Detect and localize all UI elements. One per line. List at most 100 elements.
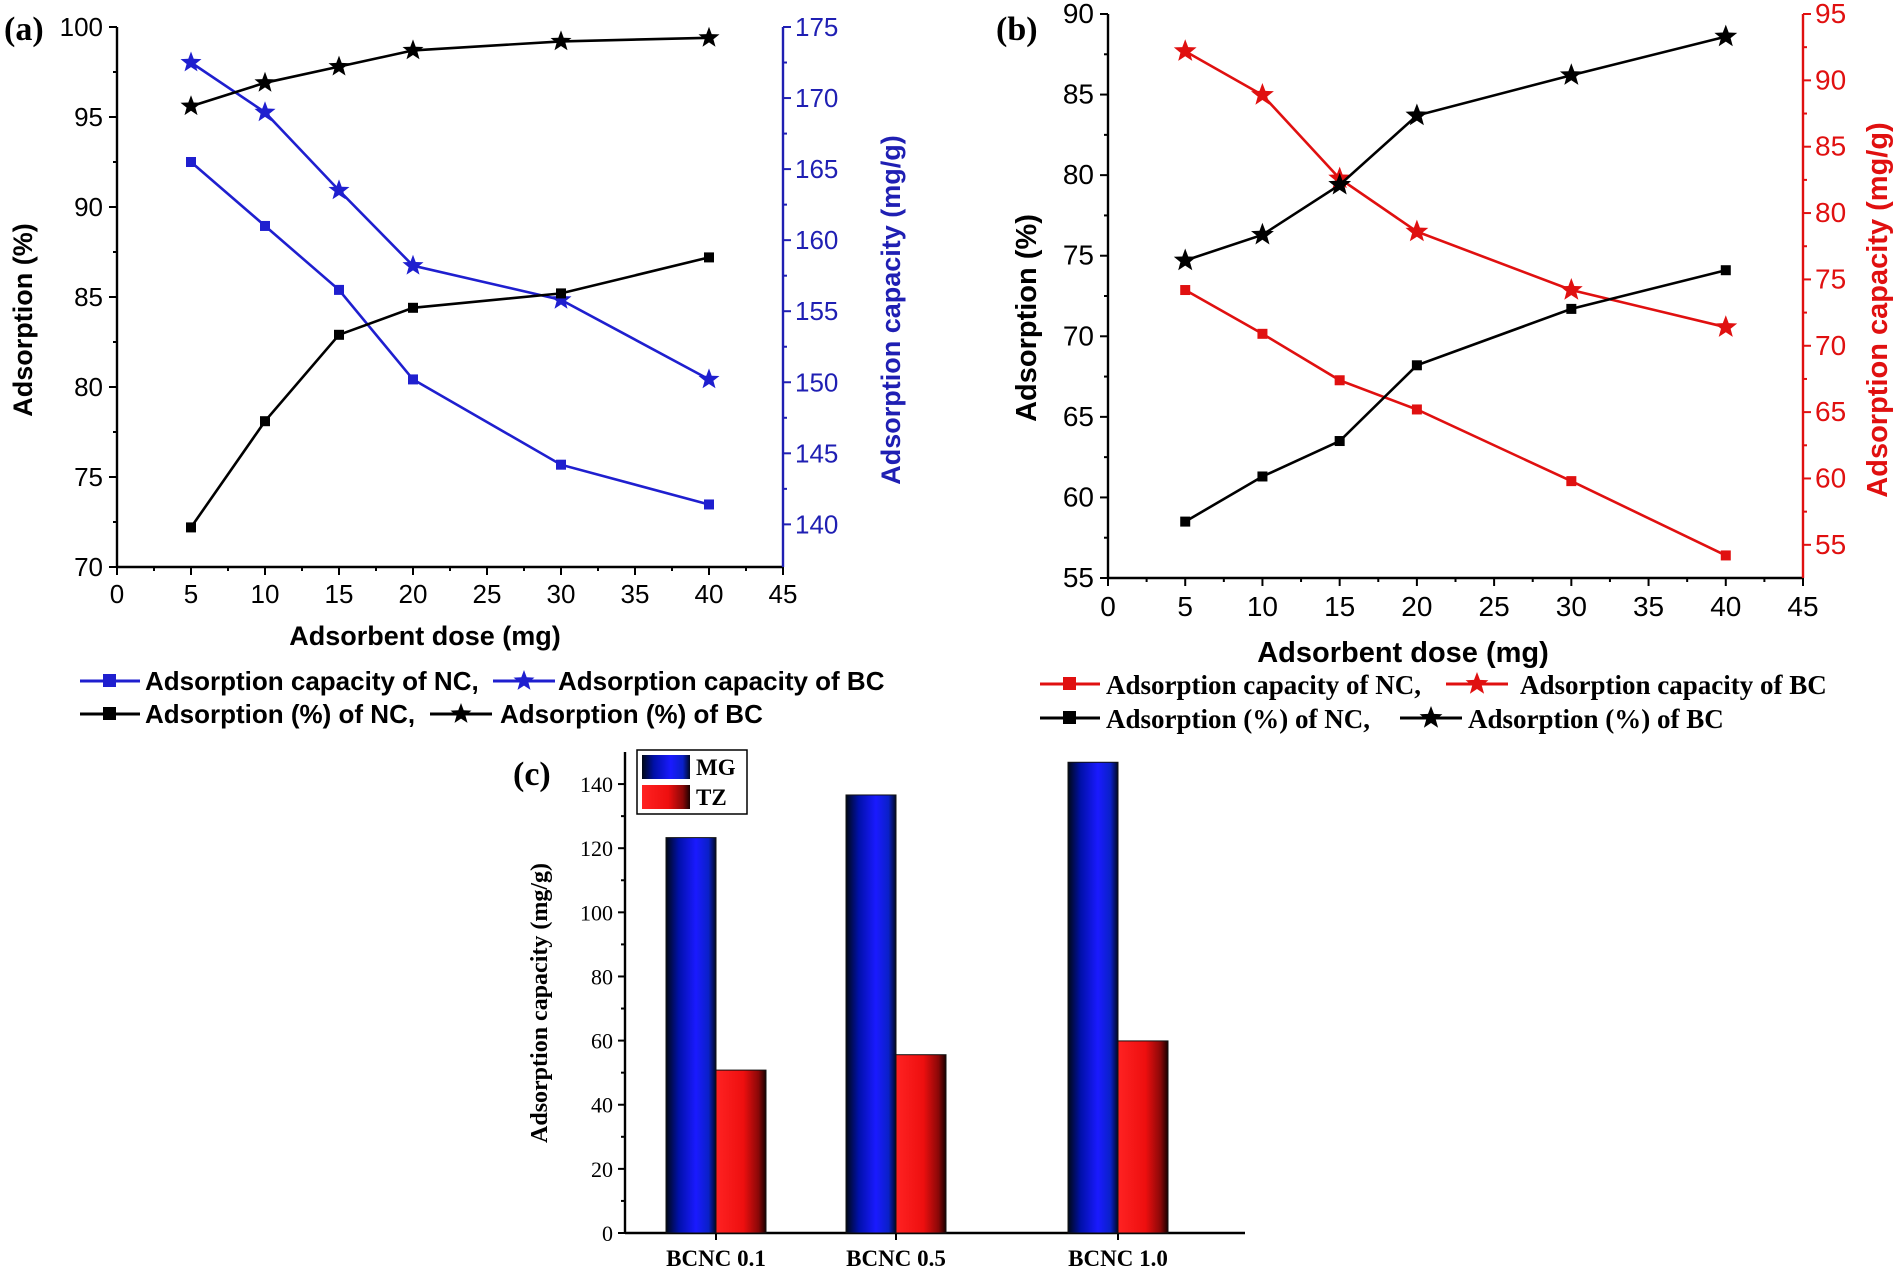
panel-b-x-tick-label: 30 <box>1556 591 1587 622</box>
panel-b-y-right-tick-label: 75 <box>1815 263 1846 294</box>
panel-c-legend-tz: TZ <box>696 785 727 810</box>
panel-c-y-tick-label: 40 <box>591 1093 613 1118</box>
panel-b-x-tick-label: 10 <box>1247 591 1278 622</box>
panel-c-category-label: BCNC 0.5 <box>846 1246 946 1271</box>
panel-b-y-right-tick-label: 80 <box>1815 197 1846 228</box>
panel-c-category-label: BCNC 0.1 <box>666 1246 766 1271</box>
panel-b-x-axis-label: Adsorbent dose (mg) <box>1257 637 1549 669</box>
panel-a-x-tick-label: 15 <box>325 579 354 609</box>
panel-b-y-left-tick-label: 75 <box>1063 240 1094 271</box>
panel-b-legend-nc-capacity: Adsorption capacity of NC, <box>1040 670 1421 700</box>
panel-a-series-2-point <box>556 288 566 299</box>
panel-b-x-tick-label: 0 <box>1100 591 1116 622</box>
panel-a-x-tick-label: 0 <box>110 579 124 609</box>
panel-c-y-tick-label: 140 <box>580 772 613 797</box>
svg-text:Adsorption (%) of NC,: Adsorption (%) of NC, <box>145 699 415 729</box>
panel-a-y-right-tick-label: 165 <box>795 154 838 184</box>
panel-a-y-right-tick-label: 140 <box>795 509 838 539</box>
panel-b-series <box>1173 24 1738 561</box>
panel-b-legend-nc-percent: Adsorption (%) of NC, <box>1040 704 1370 734</box>
panel-a-series-line-3 <box>190 36 710 108</box>
panel-b-y-left-tick-label: 85 <box>1063 79 1094 110</box>
panel-a-series-1-point <box>254 101 276 122</box>
panel-a-legend: Adsorption capacity of NC, Adsorption ca… <box>80 666 885 729</box>
panel-b-x-tick-label: 25 <box>1479 591 1510 622</box>
panel-a-x-tick-label: 25 <box>473 579 502 609</box>
panel-a-x-axis-label: Adsorbent dose (mg) <box>289 621 561 651</box>
panel-a-series-2-point <box>334 329 344 340</box>
panel-a-y-left-tick-label: 70 <box>74 552 103 582</box>
panel-a-y-right-tick-label: 150 <box>795 367 838 397</box>
panel-a-series-1-point <box>328 179 350 200</box>
panel-a-series-1-point <box>402 254 424 275</box>
panel-b-series-1-point <box>1559 278 1583 300</box>
panel-a-y-left-tick-label: 90 <box>74 192 103 222</box>
panel-b-x-tick-label: 5 <box>1177 591 1193 622</box>
panel-a-y-right-tick-label: 145 <box>795 438 838 468</box>
panel-b-series-3-point <box>1251 222 1274 245</box>
panel-b-series-1-point <box>1173 39 1197 61</box>
panel-b-y-right-tick-label: 70 <box>1815 330 1846 361</box>
panel-a-y-right-tick-label: 155 <box>795 296 838 326</box>
panel-b-legend-bc-capacity: Adsorption capacity of BC <box>1446 670 1827 700</box>
panel-b-y-axis-label-left: Adsorption (%) <box>1011 214 1043 422</box>
panel-a-series-2-point <box>260 416 270 427</box>
panel-a-series-0-point <box>556 459 566 470</box>
panel-b-x-tick-label: 20 <box>1401 591 1432 622</box>
panel-b-series-2-point <box>1411 360 1422 371</box>
panel-b-y-axis-label-right: Adsorption capacity (mg/g) <box>1862 122 1894 497</box>
panel-a-y-left-tick-label: 85 <box>74 282 103 312</box>
panel-a-series-0-point <box>704 499 714 510</box>
panel-c-bar-mg <box>845 794 897 1234</box>
panel-a-series-line-0 <box>190 161 710 506</box>
panel-b-x-tick-label: 35 <box>1633 591 1664 622</box>
panel-b-x-tick-label: 15 <box>1324 591 1355 622</box>
panel-b-series-3-point <box>1559 63 1583 85</box>
panel-a-axes: 0 5 10 15 20 25 30 35 40 45 70 75 80 85 90 95 100 140 145 1… <box>60 12 839 609</box>
panel-c-legend-swatch-mg <box>642 755 690 779</box>
panel-c-y-tick-label: 20 <box>591 1157 613 1182</box>
panel-a-series-3-point <box>698 26 720 47</box>
panel-b-series-2-point <box>1334 436 1345 447</box>
panel-b-series-3-point <box>1173 248 1197 271</box>
panel-a-x-tick-label: 35 <box>621 579 650 609</box>
panel-b-series-line-0 <box>1184 288 1727 557</box>
panel-c-y-tick-label: 100 <box>580 900 613 925</box>
panel-c: (c) 0 20 40 60 80 100 120 140 BCNC 0.1 BCNC 0.5 BC… <box>513 749 1245 1271</box>
panel-b-y-left-tick-label: 60 <box>1063 481 1094 512</box>
panel-b-series-2-point <box>1257 471 1268 482</box>
panel-a-series-1-point <box>550 288 572 309</box>
panel-a-x-tick-label: 45 <box>769 579 798 609</box>
panel-c-legend-swatch-tz <box>642 785 690 809</box>
panel-b-y-right-tick-label: 65 <box>1815 396 1846 427</box>
panel-b-series-3-point <box>1405 103 1429 126</box>
panel-a-x-tick-label: 10 <box>251 579 280 609</box>
panel-b-y-right-tick-label: 60 <box>1815 462 1846 493</box>
svg-text:Adsorption capacity of BC: Adsorption capacity of BC <box>558 666 885 696</box>
panel-c-bar-tz <box>895 1054 947 1234</box>
svg-text:Adsorption (%) of BC: Adsorption (%) of BC <box>1468 704 1724 734</box>
panel-c-legend: MG TZ <box>636 749 748 815</box>
panel-b-y-left-tick-label: 70 <box>1063 320 1094 351</box>
panel-c-axes: 0 20 40 60 80 100 120 140 BCNC 0.1 BCNC 0.5 BCNC 1… <box>580 752 1245 1271</box>
panel-a-x-tick-label: 40 <box>695 579 724 609</box>
panel-b-y-right-tick-label: 95 <box>1815 0 1846 29</box>
panel-b-series-2-point <box>1566 303 1577 314</box>
panel-b-y-left-tick-label: 80 <box>1063 159 1094 190</box>
panel-b-y-right-tick-label: 85 <box>1815 131 1846 162</box>
panel-a-x-tick-label: 30 <box>547 579 576 609</box>
panel-b-series-0-point <box>1334 375 1345 386</box>
panel-a-series-2-point <box>408 302 418 313</box>
panel-c-y-tick-label: 60 <box>591 1029 613 1054</box>
panel-a-legend-nc-percent: Adsorption (%) of NC, <box>80 699 415 729</box>
panel-a-series-3-point <box>180 95 202 116</box>
panel-a-series-line-2 <box>189 256 710 529</box>
panel-b-y-right-tick-label: 55 <box>1815 529 1846 560</box>
panel-b-y-left-tick-label: 90 <box>1063 0 1094 29</box>
panel-b-series-0-point <box>1566 476 1577 487</box>
panel-a-series-2-point <box>704 252 714 263</box>
panel-b-series-line-1 <box>1184 50 1727 329</box>
panel-a-series-3-point <box>550 30 572 51</box>
panel-c-y-axis-label: Adsorption capacity (mg/g) <box>527 863 553 1143</box>
panel-a-series-0-point <box>408 374 418 385</box>
